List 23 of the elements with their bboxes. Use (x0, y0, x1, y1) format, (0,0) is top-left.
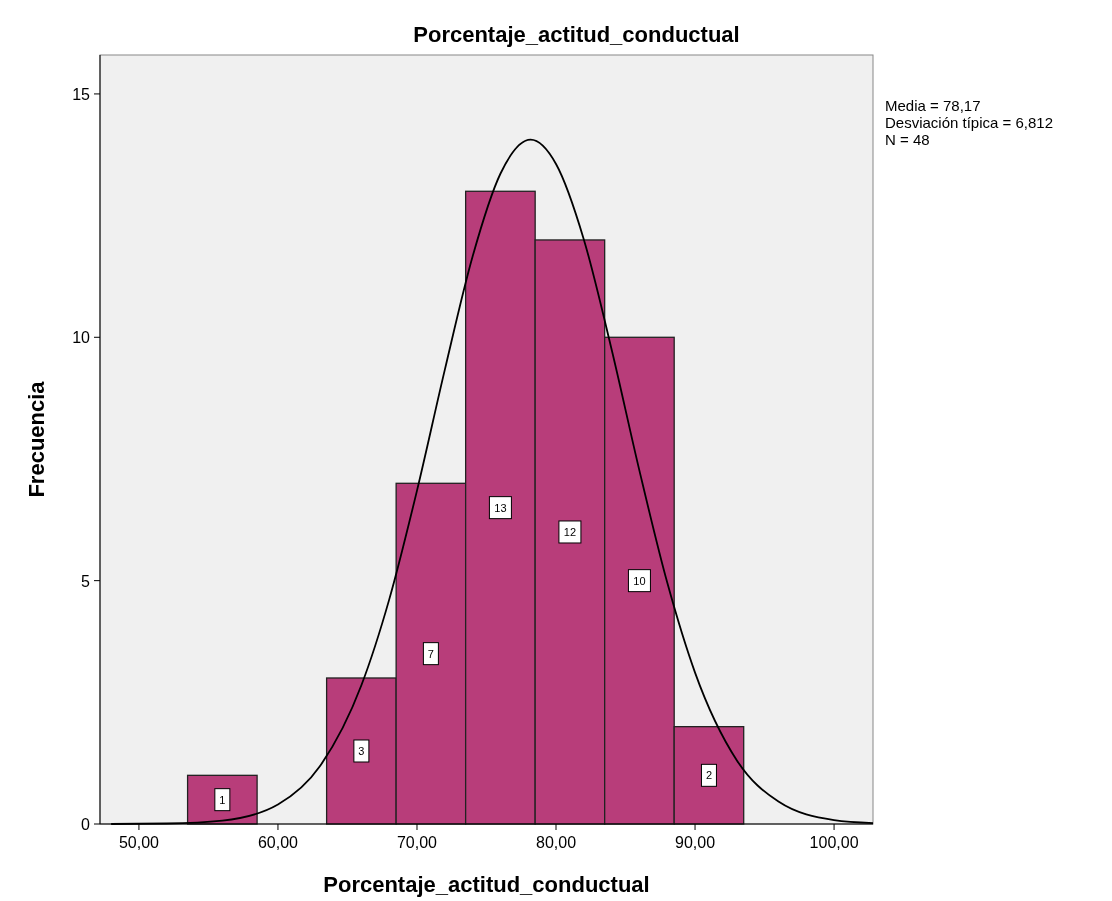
x-tick-label: 70,00 (396, 834, 438, 851)
x-tick-label: 80,00 (535, 834, 577, 851)
x-tick-label: 100,00 (809, 834, 859, 851)
data-label: 1 (219, 793, 226, 806)
data-label: 13 (494, 501, 507, 514)
data-label: 10 (633, 574, 646, 587)
text: Desviación típica = 6,812 (885, 114, 1054, 131)
x-axis-title: Porcentaje_actitud_conductual (323, 872, 650, 897)
y-tick-label: 15 (72, 85, 91, 103)
x-tick-label: 90,00 (675, 834, 716, 851)
x-tick-label: 60,00 (257, 834, 299, 851)
text: Media = 78,17 (885, 97, 981, 114)
data-label: 2 (705, 769, 713, 782)
y-tick-label: 5 (81, 572, 91, 590)
chart-title: Porcentaje_actitud_conductual (413, 22, 740, 47)
x-tick-label: 50,00 (118, 834, 160, 851)
data-label: 12 (563, 525, 577, 538)
data-label: 3 (358, 744, 365, 757)
text: N = 48 (885, 131, 930, 148)
y-tick-label: 10 (72, 329, 91, 347)
y-tick-label: 0 (81, 816, 91, 833)
y-axis-title: Frecuencia (24, 380, 49, 498)
data-label: 7 (427, 647, 434, 660)
